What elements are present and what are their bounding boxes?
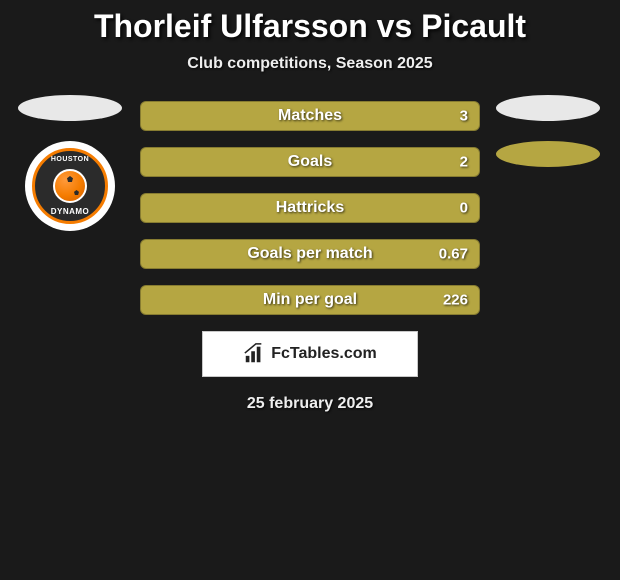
placeholder-oval [496,141,600,167]
stat-row-min-per-goal: Min per goal 226 [140,285,480,315]
stat-row-matches: Matches 3 [140,101,480,131]
stats-card: Thorleif Ulfarsson vs Picault Club compe… [0,0,620,413]
stat-row-goals-per-match: Goals per match 0.67 [140,239,480,269]
date-text: 25 february 2025 [0,395,620,413]
badge-top-text: HOUSTON [51,156,89,163]
stat-label: Goals [140,153,480,171]
team-logo-houston-dynamo: HOUSTON DYNAMO [25,141,115,231]
stat-label: Matches [140,107,480,125]
page-title: Thorleif Ulfarsson vs Picault [0,8,620,45]
placeholder-oval [18,95,122,121]
brand-text: FcTables.com [271,345,377,363]
stat-value: 3 [460,108,468,125]
stat-label: Min per goal [140,291,480,309]
stat-row-hattricks: Hattricks 0 [140,193,480,223]
right-player-column [496,95,600,187]
subtitle: Club competitions, Season 2025 [0,55,620,73]
stat-value: 226 [443,292,468,309]
left-player-column: HOUSTON DYNAMO [18,95,122,231]
stats-area: HOUSTON DYNAMO Matches 3 Goals 2 [0,101,620,315]
stat-label: Goals per match [140,245,480,263]
placeholder-oval [496,95,600,121]
stat-value: 0 [460,200,468,217]
dynamo-badge: HOUSTON DYNAMO [32,148,108,224]
stat-label: Hattricks [140,199,480,217]
stat-row-goals: Goals 2 [140,147,480,177]
badge-bottom-text: DYNAMO [51,207,90,216]
stat-bars: Matches 3 Goals 2 Hattricks 0 Goals per … [140,101,480,315]
bar-chart-icon [243,343,265,365]
stat-value: 0.67 [439,246,468,263]
branding-box[interactable]: FcTables.com [202,331,418,377]
stat-value: 2 [460,154,468,171]
soccer-ball-icon [53,169,87,203]
